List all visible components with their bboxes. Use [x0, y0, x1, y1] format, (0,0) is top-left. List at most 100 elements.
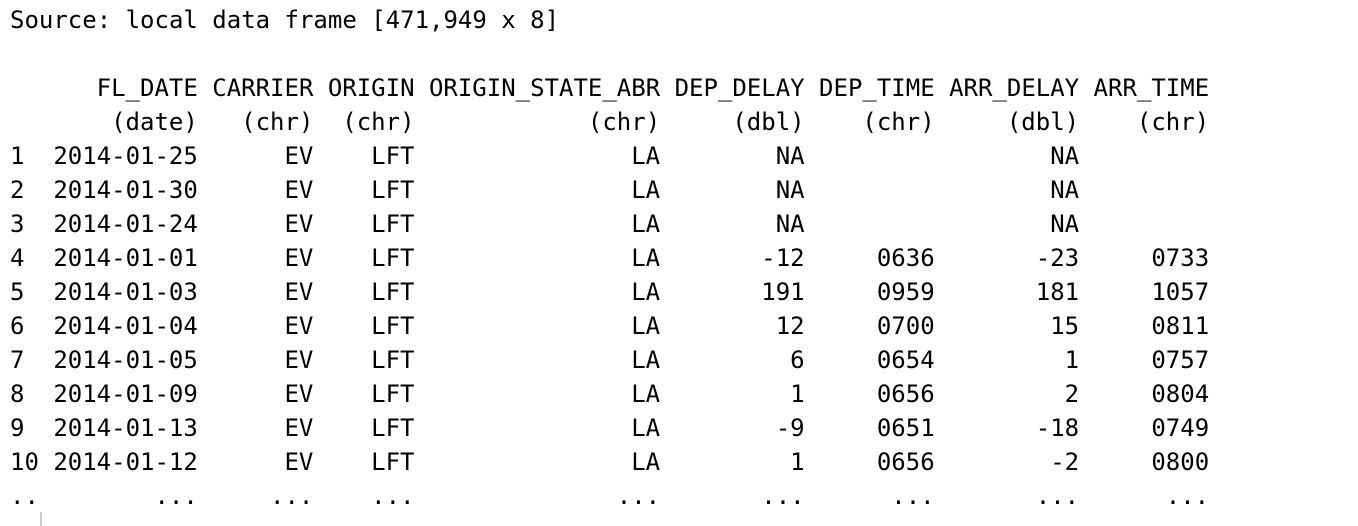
data-row: 7 2014-01-05 EV LFT LA 6 0654 1 0757: [10, 343, 1224, 377]
source-line: Source: local data frame [471,949 x 8]: [10, 6, 560, 34]
data-row: 5 2014-01-03 EV LFT LA 191 0959 181 1057: [10, 275, 1224, 309]
cell: LA: [631, 312, 661, 340]
cell: EV: [284, 414, 314, 442]
cell: 0757: [1151, 346, 1210, 374]
cell: DEP_TIME: [819, 74, 935, 102]
cell: LA: [631, 278, 661, 306]
cell: ARR_TIME: [1093, 74, 1210, 102]
cell: LFT: [371, 210, 415, 238]
cell: LFT: [371, 278, 415, 306]
cell: ORIGIN_STATE_ABR: [428, 74, 661, 102]
cell: EV: [284, 380, 314, 408]
cell: ...: [761, 482, 805, 510]
cell: (dbl): [732, 108, 805, 136]
row-index: 7: [10, 346, 25, 374]
cell: -23: [1035, 244, 1080, 272]
cell: 2014-01-12: [53, 448, 198, 476]
cell: EV: [284, 176, 314, 204]
cell: -12: [761, 244, 805, 272]
cell: ...: [891, 482, 935, 510]
cell: 0959: [876, 278, 935, 306]
cell: ARR_DELAY: [949, 74, 1080, 102]
cell: ...: [616, 482, 661, 510]
row-index: ..: [10, 482, 39, 510]
data-row: 6 2014-01-04 EV LFT LA 12 0700 15 0811: [10, 309, 1224, 343]
cell: 2014-01-25: [53, 142, 198, 170]
cell: LA: [631, 210, 661, 238]
cell: [819, 207, 935, 241]
cell: LFT: [371, 414, 415, 442]
cell: (chr): [342, 108, 415, 136]
cell: [819, 173, 935, 207]
cell: EV: [284, 210, 314, 238]
cell: NA: [1050, 176, 1080, 204]
cell: 191: [761, 278, 805, 306]
cell: (chr): [587, 108, 661, 136]
cell: (chr): [862, 108, 935, 136]
cursor: [40, 512, 42, 526]
cell: LFT: [371, 312, 415, 340]
cell: LA: [631, 244, 661, 272]
cell: 2014-01-05: [53, 346, 198, 374]
row-index: 9: [10, 414, 25, 442]
row-index: 10: [10, 448, 39, 476]
header-names: FL_DATE CARRIER ORIGIN ORIGIN_STATE_ABR DEP_…: [10, 71, 1224, 105]
cell: 181: [1035, 278, 1080, 306]
cell: LA: [631, 142, 661, 170]
cell: -9: [775, 414, 805, 442]
cell: [1094, 139, 1210, 173]
cell: 2014-01-30: [53, 176, 198, 204]
row-index: [10, 105, 39, 139]
data-row: 2 2014-01-30 EV LFT LA NA NA: [10, 173, 1224, 207]
data-row: 8 2014-01-09 EV LFT LA 1 0656 2 0804: [10, 377, 1224, 411]
header-types: (date) (chr) (chr) (chr) (dbl) (chr) (dbl) (chr…: [10, 105, 1224, 139]
cell: LFT: [371, 142, 415, 170]
cell: (dbl): [1006, 108, 1080, 136]
cell: NA: [775, 210, 805, 238]
cell: 0733: [1151, 244, 1210, 272]
cell: LFT: [371, 244, 415, 272]
cell: 0804: [1151, 380, 1210, 408]
cell: 0651: [876, 414, 935, 442]
cell: 0800: [1151, 448, 1210, 476]
cell: LFT: [371, 346, 415, 374]
cell: 1: [790, 380, 805, 408]
cell: 2: [1064, 380, 1080, 408]
cell: 0654: [876, 346, 935, 374]
cell: [1094, 173, 1210, 207]
cell: 0656: [876, 448, 935, 476]
cell: 2014-01-09: [53, 380, 198, 408]
row-index: 2: [10, 176, 25, 204]
cell: LFT: [371, 380, 415, 408]
cell: 2014-01-04: [53, 312, 198, 340]
cell: NA: [775, 142, 805, 170]
row-index: 8: [10, 380, 25, 408]
cell: 15: [1050, 312, 1080, 340]
cell: LA: [631, 414, 661, 442]
cell: NA: [1050, 210, 1080, 238]
cell: 1: [790, 448, 805, 476]
row-index: 6: [10, 312, 25, 340]
cell: 0749: [1151, 414, 1210, 442]
cell: [819, 139, 935, 173]
cell: EV: [284, 142, 314, 170]
cell: (chr): [1136, 108, 1210, 136]
cell: 2014-01-01: [53, 244, 198, 272]
cell: EV: [284, 448, 314, 476]
cell: ...: [371, 482, 415, 510]
cell: ...: [1165, 482, 1210, 510]
cell: EV: [284, 312, 314, 340]
cell: -18: [1035, 414, 1080, 442]
cell: LA: [631, 448, 661, 476]
cell: CARRIER: [212, 74, 314, 102]
cell: 12: [775, 312, 805, 340]
cell: FL_DATE: [96, 74, 198, 102]
cell: (chr): [241, 108, 314, 136]
cell: 2014-01-03: [53, 278, 198, 306]
ellipsis-row: ..........................: [10, 479, 1224, 513]
cell: 0700: [876, 312, 935, 340]
cell: 0811: [1151, 312, 1210, 340]
data-row: 3 2014-01-24 EV LFT LA NA NA: [10, 207, 1224, 241]
cell: ...: [154, 482, 198, 510]
